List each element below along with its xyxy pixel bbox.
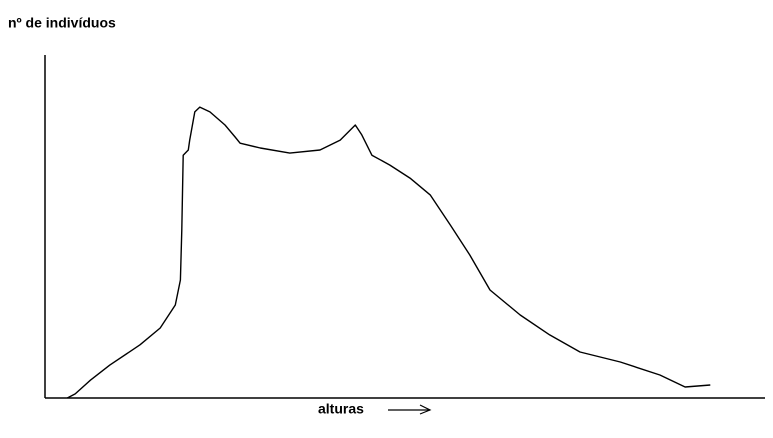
x-arrow [388, 404, 432, 415]
curve [66, 106, 711, 399]
x-axis-label: alturas [318, 401, 364, 417]
y-axis-label: nº de indivíduos [8, 15, 116, 31]
